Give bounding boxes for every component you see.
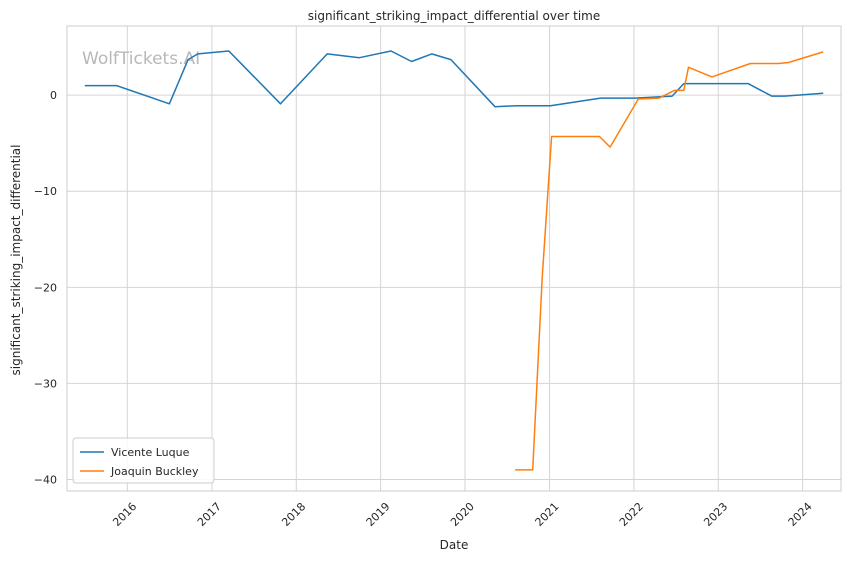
watermark-text: WolfTickets.AI	[82, 49, 200, 69]
x-tick-labels: 2016 2017 2018 2019 2020 2021 2022 2023 2024	[110, 500, 814, 529]
y-axis-title: significant_striking_impact_differential	[9, 145, 23, 376]
y-tick-label: −10	[34, 185, 57, 198]
y-tick-label: −40	[34, 473, 57, 486]
legend-label-joaquin-buckley: Joaquin Buckley	[110, 465, 199, 478]
x-tick-label: 2023	[701, 500, 730, 529]
legend-label-vicente-luque: Vicente Luque	[111, 446, 190, 459]
x-tick-label: 2017	[195, 500, 224, 529]
y-tick-labels: 0 −10 −20 −30 −40	[34, 89, 57, 486]
chart-title: significant_striking_impact_differential…	[308, 9, 600, 23]
x-tick-label: 2019	[364, 500, 393, 529]
x-tick-label: 2024	[786, 500, 815, 529]
series-line-joaquin-buckley	[515, 51, 824, 471]
x-tick-label: 2021	[533, 500, 562, 529]
grid-lines	[67, 26, 841, 491]
y-tick-label: −20	[34, 281, 57, 294]
x-tick-label: 2020	[448, 500, 477, 529]
series-lines	[84, 50, 824, 471]
x-tick-label: 2022	[617, 500, 646, 529]
x-tick-label: 2018	[279, 500, 308, 529]
y-tick-label: 0	[50, 89, 57, 102]
series-line-vicente-luque	[84, 50, 824, 108]
y-tick-label: −30	[34, 377, 57, 390]
legend-frame	[72, 437, 215, 484]
legend: Vicente Luque Joaquin Buckley	[72, 437, 215, 484]
x-tick-label: 2016	[110, 500, 139, 529]
x-axis-title: Date	[440, 538, 469, 552]
plot-frame	[66, 25, 842, 492]
